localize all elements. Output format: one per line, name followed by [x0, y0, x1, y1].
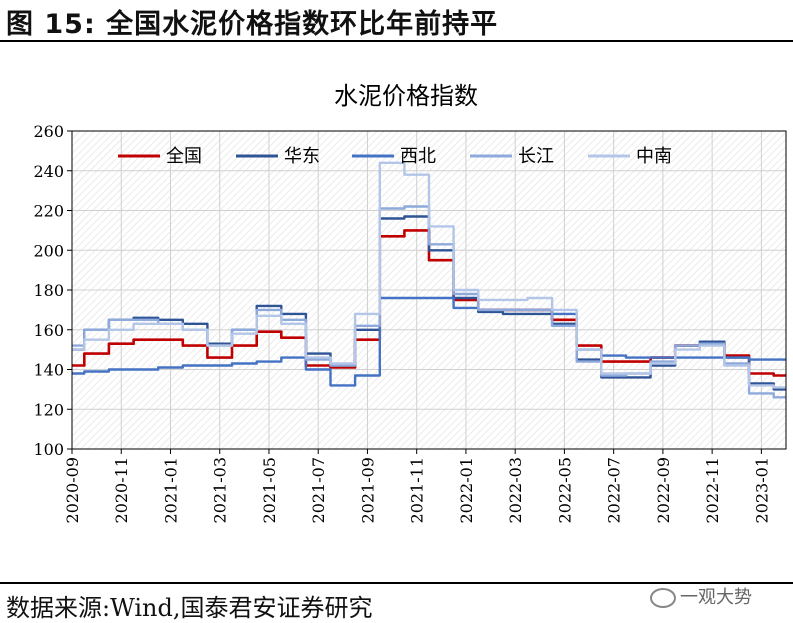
- y-tick-label: 220: [33, 202, 64, 221]
- bottom-rule: [0, 582, 793, 584]
- x-tick-label: 2020-11: [112, 457, 131, 523]
- x-tick-label: 2021-11: [408, 457, 427, 523]
- series-line-2: [72, 215, 786, 391]
- legend-label: 长江: [518, 146, 554, 167]
- x-tick-label: 2020-09: [63, 457, 82, 523]
- x-tick-label: 2021-07: [309, 457, 328, 523]
- x-tick-label: 2021-09: [358, 457, 377, 523]
- y-tick-label: 140: [33, 361, 64, 380]
- x-tick-label: 2022-03: [506, 457, 525, 523]
- y-tick-label: 260: [33, 122, 64, 141]
- legend-label: 西北: [400, 146, 436, 167]
- legend-label: 中南: [636, 146, 672, 167]
- plot-frame: [71, 130, 787, 450]
- line-chart: 水泥价格指数 100 120 140 160 180 200 220 240 260 2020-0…: [33, 82, 787, 523]
- series-line-5: [72, 161, 786, 389]
- y-tick-label: 180: [33, 281, 64, 300]
- y-tick-label: 160: [33, 321, 64, 340]
- x-tick-label: 2021-01: [161, 457, 180, 523]
- x-tick-label: 2022-05: [555, 457, 574, 523]
- watermark-text: 一观大势: [680, 587, 752, 608]
- x-tick-label: 2022-11: [703, 457, 722, 523]
- y-tick-label: 120: [33, 400, 64, 419]
- y-tick-label: 100: [33, 440, 64, 459]
- x-tick-label: 2021-05: [260, 457, 279, 523]
- figure-title: 图 15: 全国水泥价格指数环比年前持平: [6, 9, 499, 40]
- top-rule: [0, 40, 793, 42]
- y-tick-label: 200: [33, 241, 64, 260]
- chart-title: 水泥价格指数: [334, 82, 478, 110]
- watermark: 一观大势: [650, 583, 752, 609]
- legend-label: 全国: [166, 146, 202, 167]
- x-tick-label: 2022-01: [457, 457, 476, 523]
- x-tick-label: 2022-07: [605, 457, 624, 523]
- series-line-3: [72, 296, 786, 387]
- y-tick-label: 240: [33, 162, 64, 181]
- x-tick-label: 2022-09: [654, 457, 673, 523]
- legend-label: 华东: [284, 146, 320, 167]
- x-tick-label: 2021-03: [211, 457, 230, 523]
- x-tick-label: 2023-01: [752, 457, 771, 523]
- source-note: 数据来源:Wind,国泰君安证券研究: [6, 594, 373, 622]
- wechat-icon: [650, 588, 676, 608]
